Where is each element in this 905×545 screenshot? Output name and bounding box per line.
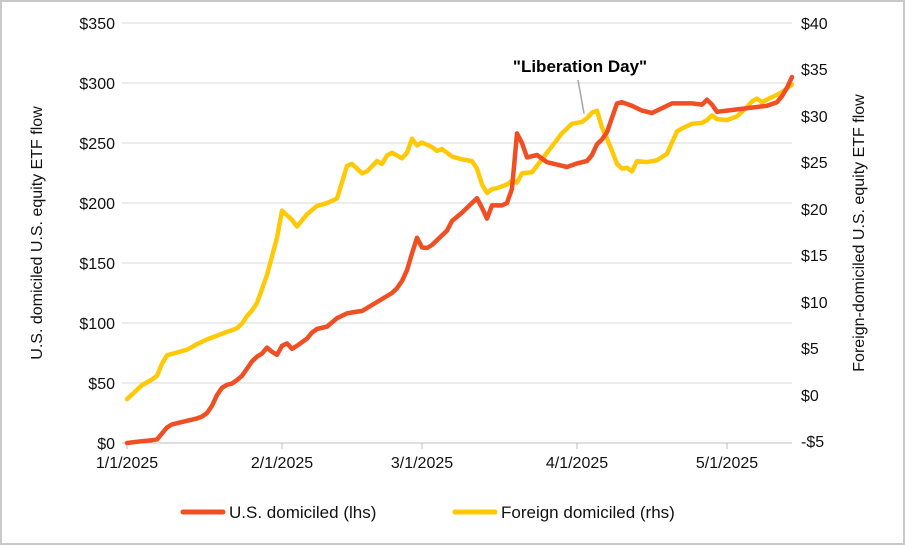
x-tick-may: 5/1/2025 xyxy=(696,455,758,472)
left-tick-200: $200 xyxy=(79,196,115,213)
right-tick-15: $15 xyxy=(801,248,828,265)
legend-label-us: U.S. domiciled (lhs) xyxy=(229,503,376,522)
y-axis-left-labels: $350 $300 $250 $200 $150 $100 $50 $0 xyxy=(79,16,115,453)
left-tick-150: $150 xyxy=(79,256,115,273)
left-tick-350: $350 xyxy=(79,16,115,33)
right-tick-5: $5 xyxy=(801,341,819,358)
annotation-leader-line xyxy=(577,79,585,114)
x-axis-labels: 1/1/2025 2/1/2025 3/1/2025 4/1/2025 5/1/… xyxy=(96,455,758,472)
x-tick-feb: 2/1/2025 xyxy=(251,455,313,472)
left-tick-300: $300 xyxy=(79,76,115,93)
x-axis-tick-marks xyxy=(126,443,728,449)
left-tick-100: $100 xyxy=(79,316,115,333)
x-tick-mar: 3/1/2025 xyxy=(391,455,453,472)
gridlines xyxy=(122,22,792,384)
series-foreign-line xyxy=(124,82,795,402)
right-tick-30: $30 xyxy=(801,109,828,126)
left-tick-0: $0 xyxy=(97,436,115,453)
right-tick-35: $35 xyxy=(801,62,828,79)
annotation-label: "Liberation Day" xyxy=(513,57,647,76)
left-tick-50: $50 xyxy=(88,376,115,393)
right-tick-25: $25 xyxy=(801,155,828,172)
right-tick-0: $0 xyxy=(801,388,819,405)
y-axis-right-labels: $40 $35 $30 $25 $20 $15 $10 $5 $0 -$5 xyxy=(801,16,828,451)
left-tick-250: $250 xyxy=(79,136,115,153)
right-tick-neg5: -$5 xyxy=(801,434,824,451)
right-tick-40: $40 xyxy=(801,16,828,33)
right-tick-20: $20 xyxy=(801,202,828,219)
right-tick-10: $10 xyxy=(801,295,828,312)
left-axis-title: U.S. domiciled U.S. equity ETF flow xyxy=(29,106,46,360)
right-axis-title: Foreign-domiciled U.S. equity ETF flow xyxy=(851,94,868,372)
series-us-line xyxy=(124,74,795,446)
x-tick-apr: 4/1/2025 xyxy=(546,455,608,472)
x-tick-jan: 1/1/2025 xyxy=(96,455,158,472)
legend: U.S. domiciled (lhs) Foreign domiciled (… xyxy=(180,503,675,522)
legend-label-foreign: Foreign domiciled (rhs) xyxy=(501,503,675,522)
